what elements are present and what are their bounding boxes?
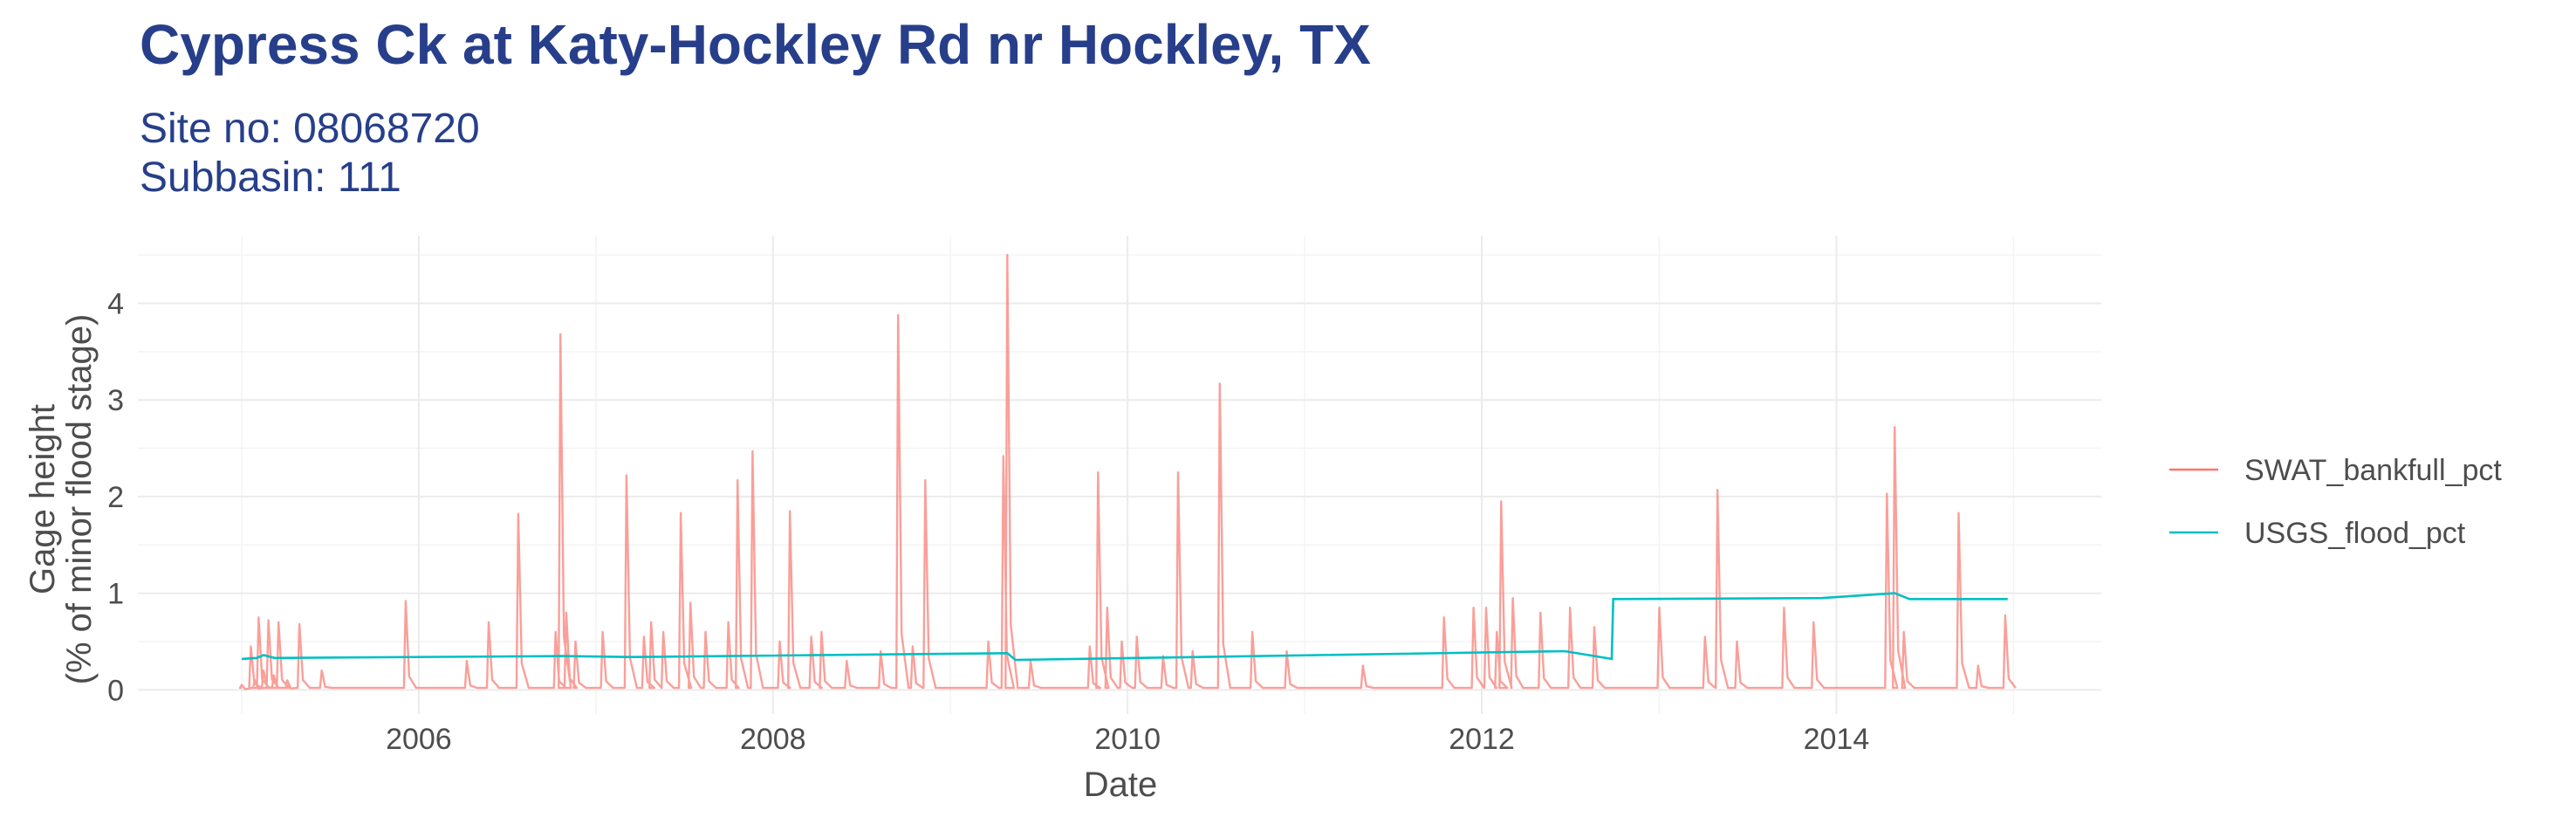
y-tick-label: 0 — [107, 674, 124, 707]
y-tick-label: 3 — [107, 384, 124, 417]
y-tick-labels: 0 1 2 3 4 — [107, 287, 124, 707]
chart-title: Cypress Ck at Katy-Hockley Rd nr Hockley… — [140, 13, 1371, 76]
y-axis-title-line-1: Gage height — [24, 404, 62, 594]
series-line-usgs-flood-pct — [241, 592, 2008, 662]
grid-minor — [138, 236, 2101, 714]
subtitle-site: Site no: 08068720 — [140, 106, 480, 152]
x-tick-labels: 2006 2008 2010 2012 2014 — [386, 723, 1869, 756]
y-tick-label: 2 — [107, 481, 124, 514]
series-line-swat-bankfull-pct — [238, 253, 2017, 690]
y-axis-title: Gage height (% of minor flood stage) — [24, 314, 99, 685]
x-tick-label: 2006 — [386, 723, 452, 756]
legend-label: SWAT_bankfull_pct — [2244, 454, 2502, 487]
y-tick-label: 4 — [107, 287, 124, 320]
x-tick-label: 2014 — [1804, 723, 1870, 756]
x-axis-title: Date — [1084, 766, 1158, 804]
grid-major — [138, 236, 2101, 714]
y-axis-title-line-2: (% of minor flood stage) — [60, 314, 99, 685]
y-tick-label: 1 — [107, 578, 124, 611]
x-tick-label: 2012 — [1449, 723, 1515, 756]
series-layer — [238, 253, 2017, 690]
x-tick-label: 2008 — [740, 723, 806, 756]
subtitle-subbasin: Subbasin: 111 — [140, 154, 401, 201]
legend-label: USGS_flood_pct — [2244, 517, 2466, 550]
legend: SWAT_bankfull_pct USGS_flood_pct — [2169, 454, 2502, 550]
x-tick-label: 2010 — [1094, 723, 1161, 756]
